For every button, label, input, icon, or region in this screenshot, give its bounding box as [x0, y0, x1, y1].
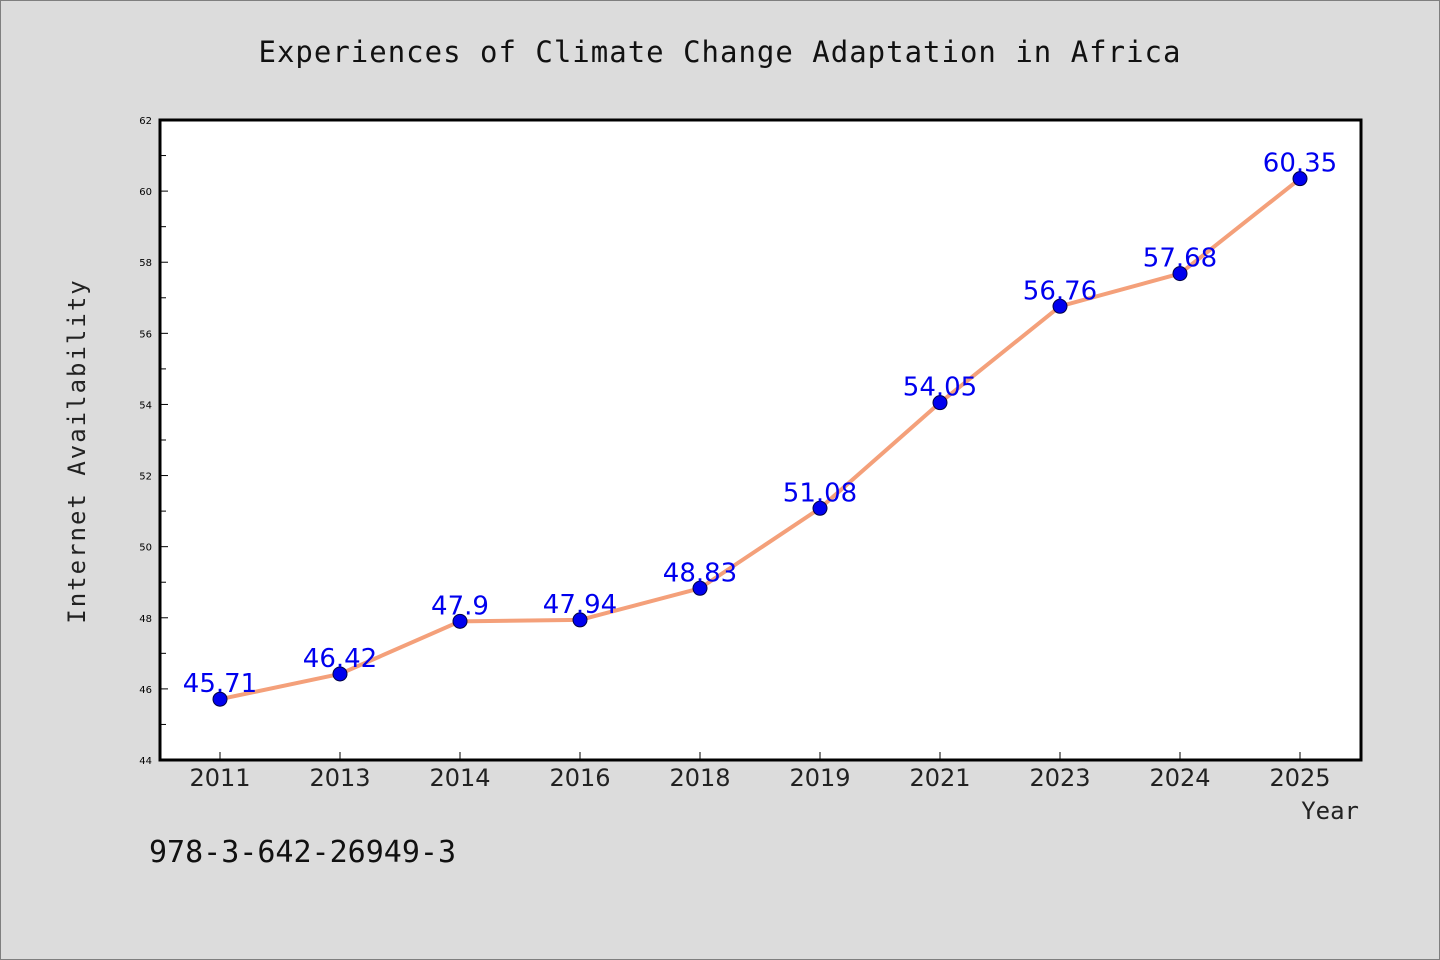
y-tick-label: 56	[139, 329, 152, 340]
y-tick-label: 44	[139, 756, 152, 767]
chart-title: Experiences of Climate Change Adaptation…	[258, 35, 1182, 69]
data-label: 56.76	[1023, 276, 1097, 306]
data-label: 51.08	[783, 478, 857, 508]
plot-area	[158, 118, 1363, 762]
x-tick-label: 2011	[189, 764, 250, 792]
data-point	[452, 613, 468, 629]
y-tick-label: 46	[139, 685, 152, 696]
y-tick-label: 62	[139, 116, 152, 127]
data-point	[1052, 298, 1068, 314]
data-label: 54.05	[903, 373, 977, 403]
data-point	[572, 612, 588, 628]
data-point	[332, 666, 348, 682]
data-label: 60.35	[1263, 149, 1337, 179]
isbn-text: 978-3-642-26949-3	[149, 835, 457, 870]
x-tick-label: 2023	[1029, 764, 1090, 792]
data-label: 57.68	[1143, 244, 1217, 274]
y-tick-label: 54	[139, 400, 152, 411]
data-point	[932, 395, 948, 411]
data-point	[1292, 171, 1308, 187]
data-label: 45.71	[183, 669, 257, 699]
y-tick-label: 52	[139, 472, 152, 483]
y-tick-label: 58	[139, 258, 152, 269]
data-point	[812, 500, 828, 516]
y-tick-label: 60	[139, 187, 152, 198]
x-axis-label: Year	[1301, 797, 1359, 825]
data-point	[1172, 266, 1188, 282]
data-label: 48.83	[663, 558, 737, 588]
x-tick-label: 2019	[789, 764, 850, 792]
data-label: 47.9	[431, 591, 489, 621]
x-tick-label: 2021	[909, 764, 970, 792]
x-tick-label: 2025	[1269, 764, 1330, 792]
y-tick-label: 50	[139, 543, 152, 554]
data-point	[212, 691, 228, 707]
x-tick-label: 2016	[549, 764, 610, 792]
series-line	[218, 176, 1302, 702]
data-label: 46.42	[303, 644, 377, 674]
data-point	[692, 580, 708, 596]
y-tick-label: 48	[139, 614, 152, 625]
x-tick-label: 2018	[669, 764, 730, 792]
x-tick-label: 2024	[1149, 764, 1210, 792]
x-tick-label: 2014	[429, 764, 490, 792]
data-label: 47.94	[543, 590, 617, 620]
x-tick-label: 2013	[309, 764, 370, 792]
